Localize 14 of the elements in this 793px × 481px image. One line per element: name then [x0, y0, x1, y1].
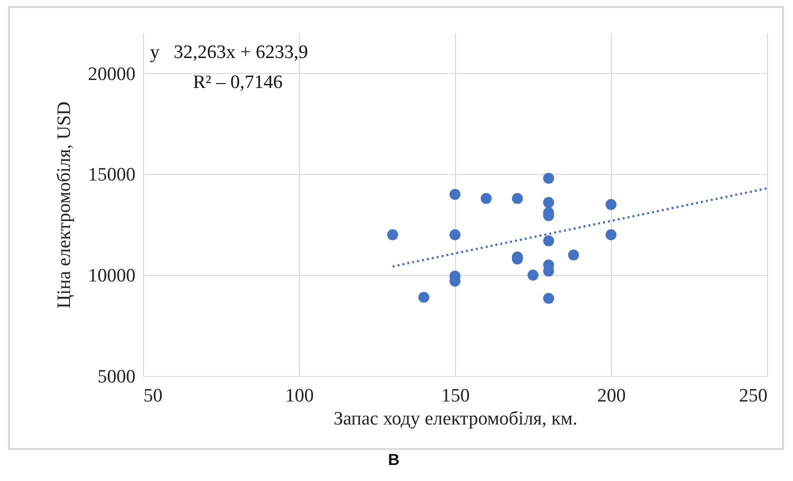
- annotation: y 32,263x + 6233,9: [150, 42, 308, 64]
- y-axis-title: Ціна електромобіля, USD: [54, 101, 75, 309]
- y-tick-label: 10000: [88, 266, 136, 287]
- text: В: [388, 452, 400, 470]
- x-tick-label: 150: [441, 386, 470, 406]
- x-tick-label: 100: [285, 386, 314, 406]
- y-tick-label: 5000: [98, 366, 136, 388]
- x-tick-label: 250: [739, 386, 768, 406]
- y-tick-label: 20000: [88, 64, 136, 85]
- x-tick-label: 200: [597, 386, 626, 406]
- x-tick-label: 50: [144, 386, 162, 406]
- x-axis-title: Запас ходу електромобіля, км.: [334, 408, 578, 430]
- y-tick-label: 15000: [88, 164, 136, 186]
- annotation: R² – 0,7146: [193, 72, 283, 94]
